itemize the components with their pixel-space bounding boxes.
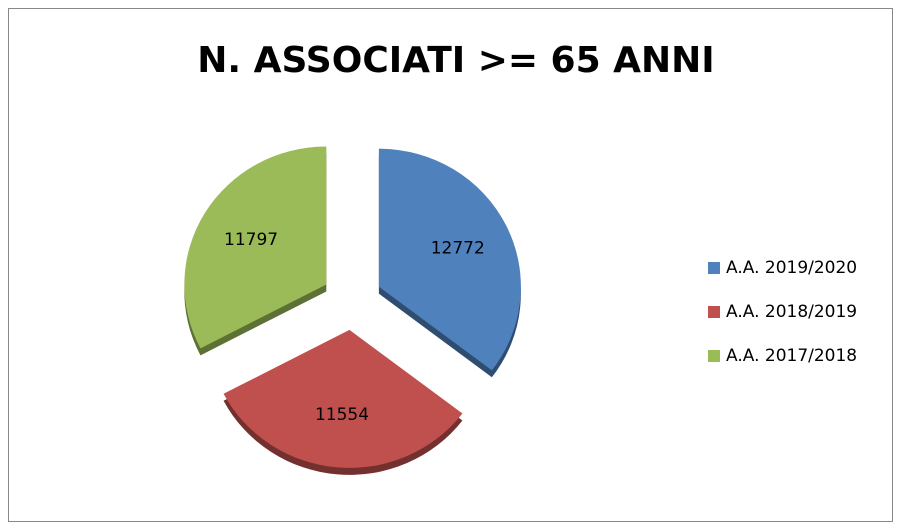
slice — [184, 146, 327, 349]
data-label: 11554 — [315, 405, 369, 425]
data-label: 11797 — [224, 230, 278, 250]
slice — [378, 148, 521, 371]
legend-swatch — [708, 306, 720, 318]
legend-swatch — [708, 262, 720, 274]
legend-label: A.A. 2019/2020 — [726, 258, 857, 278]
slice — [223, 329, 463, 468]
data-label: 12772 — [431, 239, 485, 259]
legend-swatch — [708, 350, 720, 362]
legend-label: A.A. 2018/2019 — [726, 302, 857, 322]
chart-title: N. ASSOCIATI >= 65 ANNI — [197, 40, 714, 81]
legend-label: A.A. 2017/2018 — [726, 346, 857, 366]
